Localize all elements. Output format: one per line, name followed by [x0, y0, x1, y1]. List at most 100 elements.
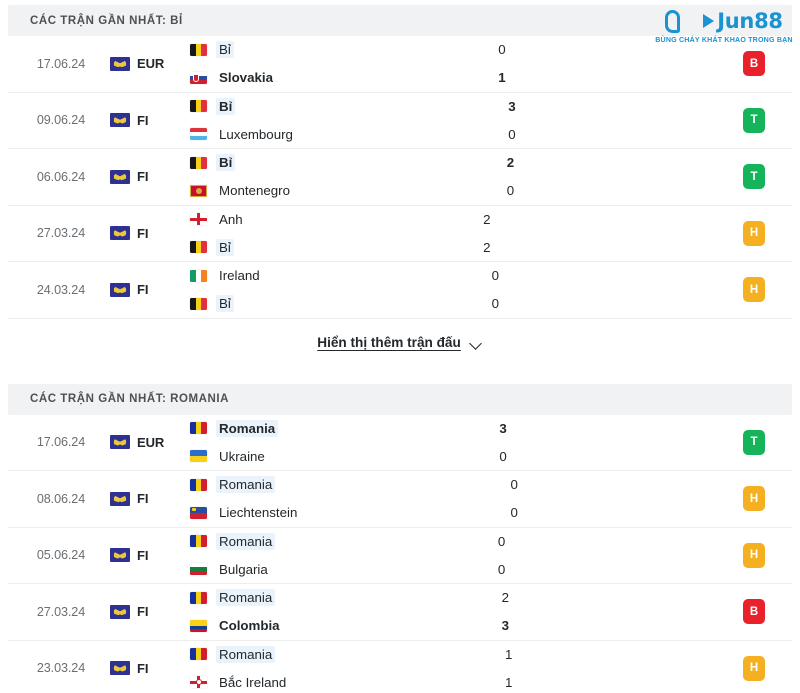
- match-row[interactable]: 27.03.24 FI Anh Bỉ 2 2 H: [8, 205, 792, 262]
- competition[interactable]: EUR: [104, 56, 180, 71]
- team-name-home[interactable]: Bỉ: [216, 154, 236, 172]
- competition[interactable]: FI: [104, 491, 180, 506]
- competition[interactable]: FI: [104, 282, 180, 297]
- team-line-home[interactable]: Bỉ: [190, 36, 457, 64]
- team-line-away[interactable]: Bỉ: [190, 290, 450, 318]
- team-name-home[interactable]: Anh: [219, 211, 243, 227]
- competition[interactable]: FI: [104, 113, 180, 128]
- team-line-away[interactable]: Liechtenstein: [190, 499, 469, 527]
- team-line-home[interactable]: Romania: [190, 414, 458, 442]
- team-name-away[interactable]: Bỉ: [216, 238, 234, 256]
- result-badge: H: [743, 277, 766, 303]
- team-name-away[interactable]: Montenegro: [219, 183, 290, 199]
- result-cell: T: [728, 429, 780, 455]
- flag-icon-belgium: [190, 43, 207, 56]
- teams: Romania Liechtenstein: [180, 471, 469, 527]
- match-row[interactable]: 23.03.24 FI Romania Bắc Ireland 1 1 H: [8, 641, 792, 693]
- team-name-home[interactable]: Bỉ: [216, 41, 234, 59]
- home-score: 0: [498, 42, 506, 58]
- result-cell: B: [728, 51, 780, 77]
- result-badge: T: [743, 164, 765, 190]
- flag-icon-romania: [190, 591, 207, 604]
- match-row[interactable]: 17.06.24 EUR Bỉ Slovakia 0 1 B: [8, 36, 792, 93]
- team-name-away[interactable]: Bắc Ireland: [219, 674, 287, 690]
- uefa-euro-icon: [110, 435, 130, 450]
- match-row[interactable]: 24.03.24 FI Ireland Bỉ 0 0 H: [8, 262, 792, 319]
- match-date: 24.03.24: [36, 282, 86, 297]
- uefa-euro-icon: [110, 282, 130, 297]
- uefa-euro-icon: [110, 169, 130, 184]
- match-row[interactable]: 27.03.24 FI Romania Colombia 2 3 B: [8, 584, 792, 641]
- recent-matches-page: Jun88 BÙNG CHÁY KHÁT KHAO TRONG BẠN CÁC …: [0, 5, 800, 693]
- result-badge: H: [743, 220, 766, 246]
- teams: Bỉ Slovakia: [180, 36, 457, 92]
- team-name-home[interactable]: Romania: [216, 589, 276, 607]
- result-cell: H: [728, 542, 780, 568]
- team-line-home[interactable]: Romania: [190, 640, 464, 668]
- away-score: 0: [499, 448, 507, 464]
- uefa-euro-icon: [110, 604, 130, 619]
- team-name-away[interactable]: Liechtenstein: [219, 505, 298, 521]
- match-row[interactable]: 08.06.24 FI Romania Liechtenstein 0 0 H: [8, 471, 792, 528]
- competition-label: FI: [137, 225, 149, 241]
- match-row[interactable]: 09.06.24 FI Bỉ Luxembourg 3 0 T: [8, 92, 792, 149]
- team-name-away[interactable]: Bỉ: [216, 295, 234, 313]
- team-name-away[interactable]: Ukraine: [219, 448, 265, 464]
- team-line-away[interactable]: Bắc Ireland: [190, 668, 464, 693]
- team-line-away[interactable]: Ukraine: [190, 442, 458, 470]
- competition[interactable]: FI: [104, 548, 180, 563]
- competition[interactable]: FI: [104, 169, 180, 184]
- show-more-matches-button[interactable]: Hiển thị thêm trận đấu: [0, 318, 800, 367]
- team-name-home[interactable]: Bỉ: [216, 97, 236, 115]
- teams: Anh Bỉ: [180, 205, 442, 261]
- team-name-home[interactable]: Romania: [216, 645, 276, 663]
- team-name-home[interactable]: Romania: [216, 419, 279, 437]
- result-badge: H: [743, 655, 766, 681]
- team-name-away[interactable]: Luxembourg: [219, 126, 293, 142]
- flag-icon-ukraine: [190, 450, 207, 463]
- team-line-home[interactable]: Bỉ: [190, 149, 465, 177]
- team-line-home[interactable]: Romania: [190, 471, 469, 499]
- team-name-home[interactable]: Ireland: [219, 268, 260, 284]
- uefa-euro-icon: [110, 661, 130, 676]
- team-line-home[interactable]: Anh: [190, 205, 442, 233]
- team-line-home[interactable]: Romania: [190, 584, 460, 612]
- match-date: 27.03.24: [36, 604, 86, 619]
- match-row[interactable]: 05.06.24 FI Romania Bulgaria 0 0 H: [8, 527, 792, 584]
- team-line-away[interactable]: Montenegro: [190, 177, 465, 205]
- flag-icon-england: [190, 213, 207, 226]
- team-line-home[interactable]: Ireland: [190, 262, 450, 290]
- team-line-away[interactable]: Luxembourg: [190, 120, 467, 148]
- team-line-away[interactable]: Bỉ: [190, 233, 442, 261]
- team-line-home[interactable]: Bỉ: [190, 92, 467, 120]
- flag-icon-romania: [190, 478, 207, 491]
- away-score: 3: [501, 618, 509, 634]
- competition[interactable]: FI: [104, 604, 180, 619]
- competition[interactable]: EUR: [104, 435, 180, 450]
- competition[interactable]: FI: [104, 226, 180, 241]
- team-line-away[interactable]: Colombia: [190, 612, 460, 640]
- team-name-home[interactable]: Romania: [216, 476, 276, 494]
- match-row[interactable]: 17.06.24 EUR Romania Ukraine 3 0 T: [8, 414, 792, 471]
- team-name-away[interactable]: Slovakia: [219, 70, 273, 86]
- elephant-play-logo-icon: [665, 9, 699, 34]
- team-name-away[interactable]: Bulgaria: [219, 561, 268, 577]
- show-more-label[interactable]: Hiển thị thêm trận đấu: [317, 335, 461, 350]
- result-cell: H: [728, 220, 780, 246]
- flag-icon-bulgaria: [190, 563, 207, 576]
- teams: Romania Bắc Ireland: [180, 640, 464, 693]
- away-score: 1: [498, 70, 506, 86]
- team-line-away[interactable]: Bulgaria: [190, 555, 457, 583]
- competition[interactable]: FI: [104, 661, 180, 676]
- home-score: 2: [506, 155, 515, 171]
- team-line-away[interactable]: Slovakia: [190, 64, 457, 92]
- competition-label: EUR: [137, 56, 165, 72]
- match-row[interactable]: 06.06.24 FI Bỉ Montenegro 2 0 T: [8, 149, 792, 206]
- team-name-away[interactable]: Colombia: [219, 618, 280, 634]
- team-name-home[interactable]: Romania: [216, 532, 276, 550]
- team-line-home[interactable]: Romania: [190, 527, 457, 555]
